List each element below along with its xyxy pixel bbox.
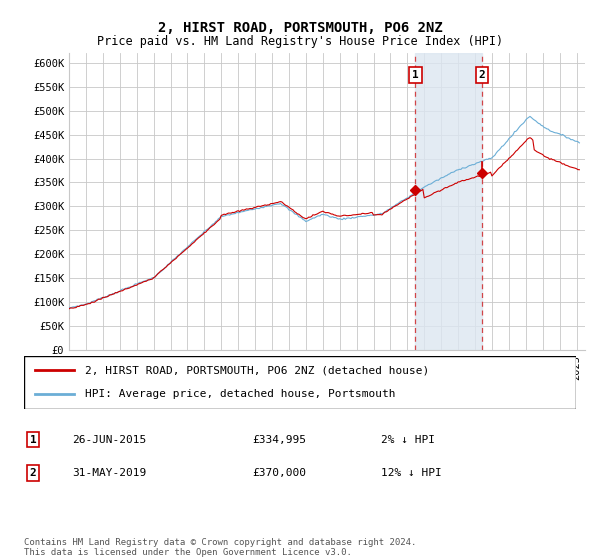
Text: 1: 1 [412, 70, 419, 80]
Text: 1: 1 [29, 435, 37, 445]
Text: 2, HIRST ROAD, PORTSMOUTH, PO6 2NZ (detached house): 2, HIRST ROAD, PORTSMOUTH, PO6 2NZ (deta… [85, 366, 429, 376]
Text: HPI: Average price, detached house, Portsmouth: HPI: Average price, detached house, Port… [85, 389, 395, 399]
Text: 31-MAY-2019: 31-MAY-2019 [72, 468, 146, 478]
Text: Contains HM Land Registry data © Crown copyright and database right 2024.
This d: Contains HM Land Registry data © Crown c… [24, 538, 416, 557]
Text: Price paid vs. HM Land Registry's House Price Index (HPI): Price paid vs. HM Land Registry's House … [97, 35, 503, 48]
Text: £334,995: £334,995 [252, 435, 306, 445]
Text: 2% ↓ HPI: 2% ↓ HPI [381, 435, 435, 445]
Text: 2: 2 [479, 70, 485, 80]
Bar [415, 53, 482, 350]
Text: £370,000: £370,000 [252, 468, 306, 478]
Text: 12% ↓ HPI: 12% ↓ HPI [381, 468, 442, 478]
Text: 26-JUN-2015: 26-JUN-2015 [72, 435, 146, 445]
Text: 2: 2 [29, 468, 37, 478]
Text: 2, HIRST ROAD, PORTSMOUTH, PO6 2NZ: 2, HIRST ROAD, PORTSMOUTH, PO6 2NZ [158, 21, 442, 35]
